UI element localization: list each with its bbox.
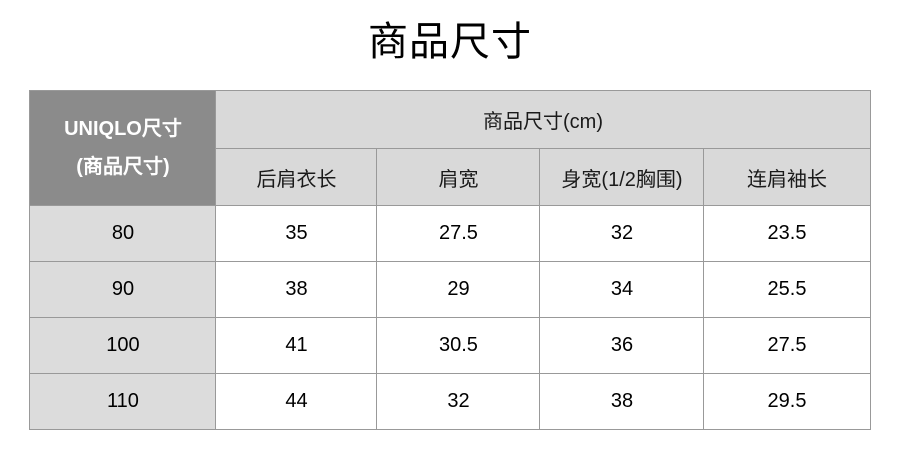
table-header-row-columns: 后肩衣长 肩宽 身宽(1/2胸围) 连肩袖长 <box>30 148 871 206</box>
value-cell: 41 <box>215 317 378 374</box>
group-header-cell: 商品尺寸(cm) <box>215 90 871 149</box>
size-cell: 100 <box>29 317 217 374</box>
corner-header-cell: UNIQLO尺寸 (商品尺寸) <box>29 90 217 206</box>
value-cell: 32 <box>376 373 541 430</box>
column-header-body-width: 身宽(1/2胸围) <box>539 148 705 206</box>
value-cell: 34 <box>539 261 705 318</box>
value-cell: 32 <box>539 205 705 262</box>
value-cell: 23.5 <box>703 205 871 262</box>
value-cell: 25.5 <box>703 261 871 318</box>
size-cell: 110 <box>29 373 217 430</box>
value-cell: 27.5 <box>703 317 871 374</box>
corner-header-line1: UNIQLO尺寸 <box>64 118 182 140</box>
value-cell: 29.5 <box>703 373 871 430</box>
size-table: UNIQLO尺寸 (商品尺寸) 商品尺寸(cm) 后肩衣长 肩宽 身宽(1/2胸… <box>29 90 871 430</box>
table-row: 80 35 27.5 32 23.5 <box>29 205 871 262</box>
size-cell: 80 <box>29 205 217 262</box>
value-cell: 30.5 <box>376 317 541 374</box>
size-cell: 90 <box>29 261 217 318</box>
value-cell: 27.5 <box>376 205 541 262</box>
value-cell: 38 <box>539 373 705 430</box>
table-header-row-group: UNIQLO尺寸 (商品尺寸) 商品尺寸(cm) <box>29 90 871 206</box>
corner-header-line2: (商品尺寸) <box>76 156 170 178</box>
page-title: 商品尺寸 <box>368 20 532 64</box>
column-header-shoulder-width: 肩宽 <box>376 148 541 206</box>
value-cell: 44 <box>215 373 378 430</box>
table-row: 110 44 32 38 29.5 <box>29 373 871 430</box>
value-cell: 29 <box>376 261 541 318</box>
value-cell: 38 <box>215 261 378 318</box>
value-cell: 36 <box>539 317 705 374</box>
table-row: 90 38 29 34 25.5 <box>29 261 871 318</box>
column-header-raglan-sleeve-length: 连肩袖长 <box>703 148 871 206</box>
value-cell: 35 <box>215 205 378 262</box>
column-header-back-shoulder-length: 后肩衣长 <box>215 148 378 206</box>
table-row: 100 41 30.5 36 27.5 <box>29 317 871 374</box>
